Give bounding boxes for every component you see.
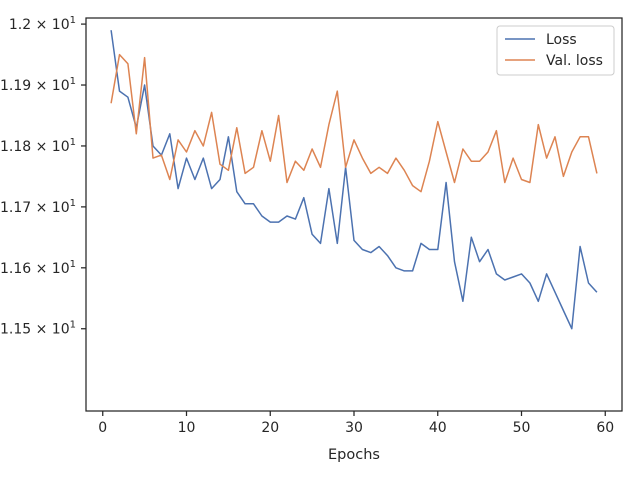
y-tick-mantissa: 1.19 — [0, 78, 31, 94]
x-tick-label: 0 — [98, 420, 107, 436]
y-tick-label: 1.17 × 101 — [0, 198, 76, 216]
y-tick-mantissa: 1.15 — [0, 322, 31, 338]
y-tick-mantissa: 1.18 — [0, 139, 31, 155]
y-axis: 1.15 × 101 1.16 × 101 1.17 × 101 1.18 × 101… — [0, 15, 86, 338]
y-tick-label: 1.18 × 101 — [0, 137, 76, 155]
y-tick-label: 1.16 × 101 — [0, 259, 76, 277]
y-tick-mantissa: 1.17 — [0, 200, 31, 216]
plot-area — [110, 30, 598, 330]
x-axis: 0 10 20 30 40 50 60 — [98, 411, 614, 436]
legend: Loss Val. loss — [496, 25, 615, 76]
y-tick-exponent: 1 — [70, 198, 76, 209]
y-tick-base: 10 — [52, 17, 70, 33]
y-tick-base: 10 — [52, 78, 70, 94]
y-tick-exponent: 1 — [70, 320, 76, 331]
x-tick-label: 30 — [345, 420, 363, 436]
y-tick-label: 1.2 × 101 — [9, 15, 76, 33]
y-tick-base: 10 — [52, 200, 70, 216]
x-tick-label: 60 — [596, 420, 614, 436]
legend-label-val-loss: Val. loss — [546, 53, 603, 69]
x-axis-label: Epochs — [328, 447, 380, 463]
x-tick-label: 20 — [261, 420, 279, 436]
series-line-val-loss — [110, 53, 598, 193]
y-tick-base: 10 — [52, 322, 70, 338]
y-tick-exponent: 1 — [70, 137, 76, 148]
y-tick-base: 10 — [52, 139, 70, 155]
y-tick-exponent: 1 — [70, 259, 76, 270]
x-tick-label: 50 — [513, 420, 531, 436]
y-tick-exponent: 1 — [70, 76, 76, 87]
x-tick-label: 10 — [178, 420, 196, 436]
series-line-loss — [110, 30, 598, 330]
y-tick-base: 10 — [52, 261, 70, 277]
y-tick-label: 1.15 × 101 — [0, 320, 76, 338]
y-tick-exponent: 1 — [70, 15, 76, 26]
y-tick-label: 1.19 × 101 — [0, 76, 76, 94]
y-tick-mantissa: 1.2 — [9, 17, 31, 33]
legend-label-loss: Loss — [546, 32, 577, 48]
y-tick-mantissa: 1.16 — [0, 261, 31, 277]
x-tick-label: 40 — [429, 420, 447, 436]
axes-frame — [85, 17, 623, 412]
